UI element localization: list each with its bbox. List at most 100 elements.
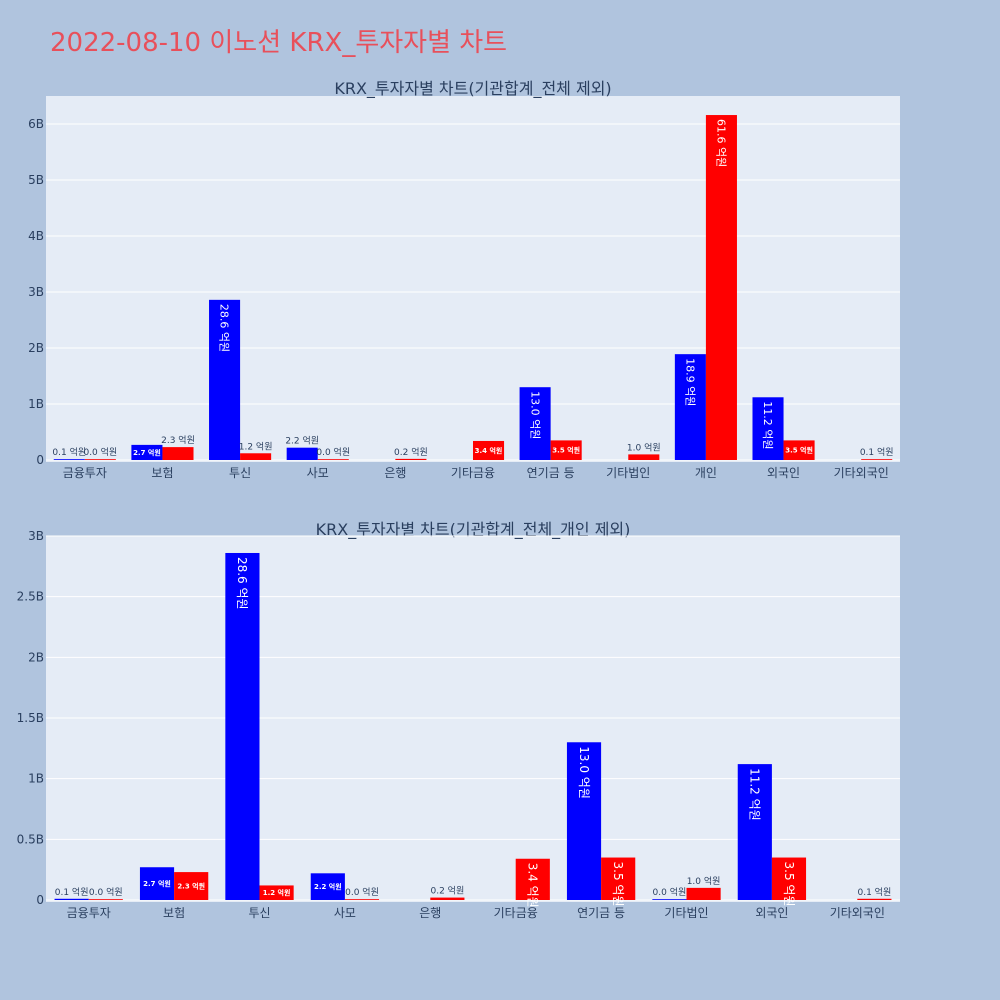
bar: [240, 453, 272, 460]
bar-data-label: 0.1 억원: [55, 886, 89, 898]
chart-investor-all: KRX_투자자별 차트(기관합계_전체 제외) 0 1B 2B 3B 4B 5B 6B 금융투…: [28, 79, 900, 480]
bar: [686, 887, 721, 900]
bar: [783, 440, 815, 460]
bar: [88, 899, 123, 900]
y-tick-label: 1B: [28, 397, 44, 411]
bar: [737, 764, 772, 900]
x-tick-label: 금융투자: [63, 466, 107, 480]
bar-data-label: 3.5 억원: [552, 446, 580, 455]
bar: [705, 115, 737, 460]
x-tick-label: 외국인: [755, 906, 788, 920]
y-tick-label: 2.5B: [17, 590, 44, 604]
bar: [515, 858, 550, 900]
bar-data-label: 1.2 억원: [239, 440, 273, 452]
x-tick-label: 보험: [151, 466, 173, 480]
bar: [344, 899, 380, 900]
bar: [752, 397, 784, 460]
y-tick-label: 2B: [28, 341, 44, 355]
bar-data-label: 0.1 억원: [858, 886, 892, 898]
bar-data-label: 61.6 억원: [715, 119, 728, 167]
x-tick-label: 기타금융: [451, 466, 495, 480]
bar: [601, 857, 636, 900]
bar: [131, 444, 163, 460]
bar: [519, 387, 551, 460]
bar: [139, 867, 175, 900]
x-tick-label: 투신: [229, 466, 251, 480]
bar: [84, 459, 116, 460]
bar-data-label: 3.4 억원: [475, 446, 503, 455]
x-tick-label: 기타법인: [664, 906, 708, 920]
bar: [674, 354, 706, 460]
bar: [162, 447, 194, 460]
bar: [286, 447, 318, 460]
y-tick-label: 0: [36, 893, 44, 907]
bar: [317, 459, 349, 460]
bar-data-label: 11.2 억원: [748, 768, 762, 821]
x-tick-label: 외국인: [767, 466, 800, 480]
y-tick-label: 0.5B: [17, 832, 44, 846]
x-tick-label: 사모: [307, 466, 329, 480]
bar-data-label: 0.0 억원: [316, 446, 350, 458]
page-title: 2022-08-10 이노션 KRX_투자자별 차트: [50, 28, 508, 58]
bar: [861, 459, 893, 460]
plot-area: [46, 536, 900, 902]
x-tick-label: 기타금융: [494, 906, 538, 920]
bar: [566, 742, 602, 900]
bar: [174, 872, 209, 900]
bar-data-label: 1.2 억원: [263, 888, 291, 897]
x-tick-label: 보험: [163, 906, 185, 920]
bar: [628, 454, 660, 460]
bar: [259, 885, 294, 900]
bar-data-label: 3.5 억원: [782, 862, 796, 907]
bar-data-label: 0.2 억원: [394, 446, 428, 458]
chart-title: KRX_투자자별 차트(기관합계_전체_개인 제외): [316, 520, 631, 540]
bar-data-label: 18.9 억원: [684, 358, 697, 406]
bar-data-label: 2.3 억원: [177, 882, 205, 891]
bar-data-label: 0.0 억원: [345, 886, 379, 898]
x-tick-label: 기타법인: [606, 466, 650, 480]
bar: [53, 459, 85, 460]
x-tick-label: 연기금 등: [577, 906, 625, 920]
bar: [310, 873, 345, 900]
bar: [209, 299, 241, 460]
bar-data-label: 3.4 억원: [526, 863, 540, 908]
y-tick-label: 0: [36, 453, 44, 467]
bar: [473, 440, 505, 460]
y-tick-label: 1B: [28, 772, 44, 786]
chart-title: KRX_투자자별 차트(기관합계_전체 제외): [334, 79, 611, 99]
bar-data-label: 2.7 억원: [133, 448, 161, 457]
bar: [54, 898, 89, 900]
x-tick-label: 개인: [695, 466, 717, 480]
bar-data-label: 1.0 억원: [687, 875, 721, 887]
x-tick-label: 기타외국인: [834, 466, 889, 480]
bar-data-label: 1.0 억원: [627, 441, 661, 453]
bar-data-label: 0.0 억원: [83, 446, 117, 458]
y-tick-label: 5B: [28, 173, 44, 187]
bar: [857, 898, 892, 900]
chart-investor-excl-individual: KRX_투자자별 차트(기관합계_전체_개인 제외) 0 0.5B 1B 1.5B 2B…: [17, 520, 900, 920]
y-tick-label: 4B: [28, 229, 44, 243]
bar-data-label: 3.5 억원: [611, 862, 625, 907]
bar-data-label: 2.7 억원: [143, 879, 171, 888]
bar: [550, 440, 582, 460]
bar: [225, 552, 260, 900]
bar-data-label: 11.2 억원: [761, 401, 774, 449]
bar-data-label: 0.0 억원: [89, 886, 123, 898]
x-tick-label: 연기금 등: [527, 466, 575, 480]
x-tick-label: 투신: [248, 906, 270, 920]
x-tick-label: 은행: [384, 465, 406, 480]
bar-data-label: 3.5 억원: [785, 446, 813, 455]
y-tick-label: 2B: [28, 650, 44, 664]
bar-data-label: 28.6 억원: [218, 304, 231, 352]
bar-data-label: 28.6 억원: [235, 557, 249, 610]
bar-data-label: 13.0 억원: [528, 391, 541, 439]
y-tick-label: 3B: [28, 529, 44, 543]
bar-data-label: 2.2 억원: [285, 435, 319, 447]
x-tick-label: 금융투자: [67, 906, 111, 920]
x-tick-label: 사모: [334, 906, 356, 920]
bar-data-label: 0.2 억원: [431, 885, 465, 897]
bar-data-label: 0.0 억원: [653, 886, 687, 898]
bar: [395, 458, 427, 460]
bar-data-label: 2.2 억원: [314, 882, 342, 891]
